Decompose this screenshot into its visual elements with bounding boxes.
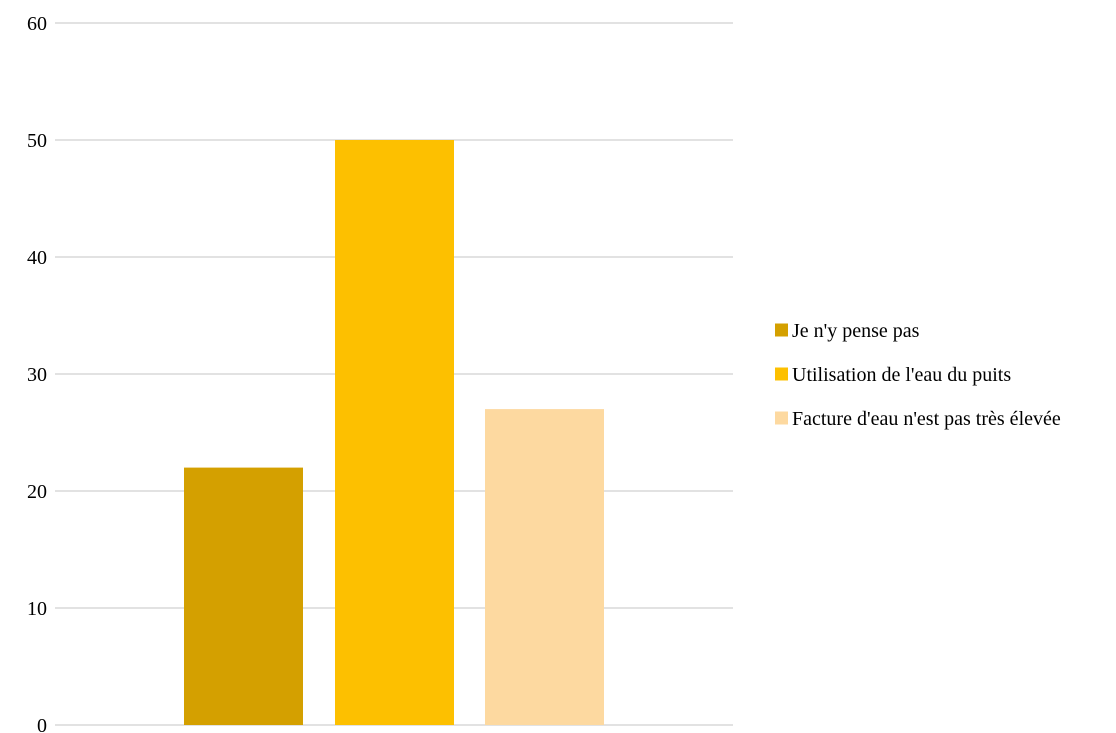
bars [184,140,604,725]
y-tick-label-30: 30 [27,364,47,386]
y-tick-label-20: 20 [27,481,47,503]
bar-series-3 [485,409,604,725]
y-tick-label-40: 40 [27,247,47,269]
legend: Je n'y pense pas Utilisation de l'eau du … [775,320,1061,430]
legend-label-3: Facture d'eau n'est pas très élevée [792,408,1061,430]
bar-series-1 [184,467,303,725]
legend-swatch-2 [775,367,788,381]
y-tick-label-50: 50 [27,130,47,152]
y-tick-label-10: 10 [27,598,47,620]
legend-item-1: Je n'y pense pas [775,320,920,342]
legend-swatch-1 [775,323,788,337]
legend-swatch-3 [775,411,788,425]
legend-item-3: Facture d'eau n'est pas très élevée [775,408,1061,430]
y-tick-label-0: 0 [37,715,47,733]
y-axis-tick-labels: 0 10 20 30 40 50 60 [27,13,47,733]
bar-series-2 [335,140,454,725]
legend-label-1: Je n'y pense pas [792,320,920,342]
y-tick-label-60: 60 [27,13,47,35]
legend-label-2: Utilisation de l'eau du puits [792,364,1011,386]
legend-item-2: Utilisation de l'eau du puits [775,364,1011,386]
